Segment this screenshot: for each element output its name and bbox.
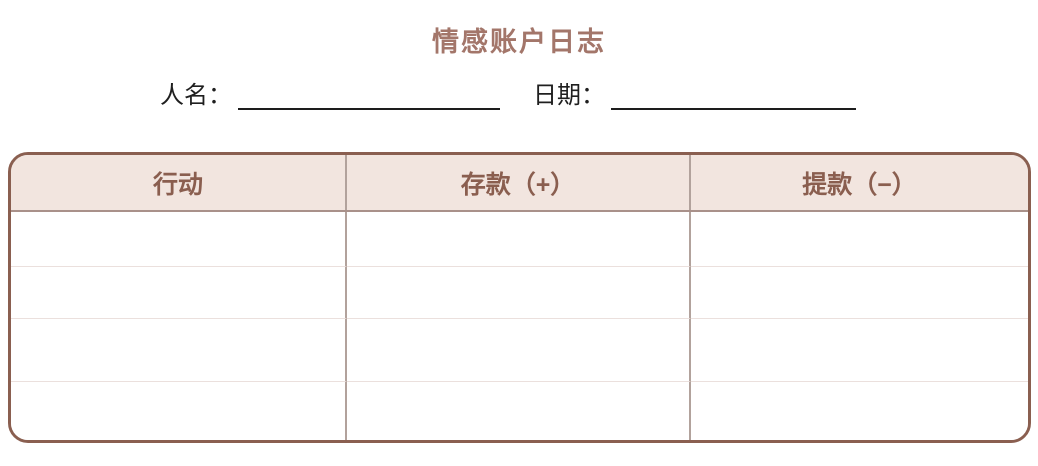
journal-table: 行动 存款（+） 提款（−） (8, 152, 1031, 443)
name-field-label: 人名： (160, 82, 232, 109)
name-field-blank-line[interactable] (238, 82, 500, 110)
table-cell[interactable] (691, 212, 1028, 267)
table-cell[interactable] (347, 319, 691, 382)
table-cell[interactable] (11, 319, 347, 382)
table-cell[interactable] (11, 212, 347, 267)
table-cell[interactable] (347, 212, 691, 267)
table-cell[interactable] (11, 267, 347, 319)
table-body (11, 212, 1028, 440)
page-title: 情感账户日志 (432, 27, 606, 57)
column-header-withdrawal: 提款（−） (802, 170, 917, 199)
date-field-blank-line[interactable] (611, 82, 856, 110)
table-cell[interactable] (347, 267, 691, 319)
date-field-label: 日期： (533, 82, 605, 109)
table-cell[interactable] (691, 382, 1028, 440)
column-header-deposit: 存款（+） (347, 155, 691, 210)
table-cell[interactable] (347, 382, 691, 440)
table-cell[interactable] (11, 382, 347, 440)
column-header-action: 行动 (11, 155, 347, 210)
table-cell[interactable] (691, 267, 1028, 319)
table-header-row: 行动 存款（+） 提款（−） (11, 155, 1028, 212)
table-cell[interactable] (691, 319, 1028, 382)
fill-in-fields-row: 人名： 日期： (160, 82, 856, 110)
